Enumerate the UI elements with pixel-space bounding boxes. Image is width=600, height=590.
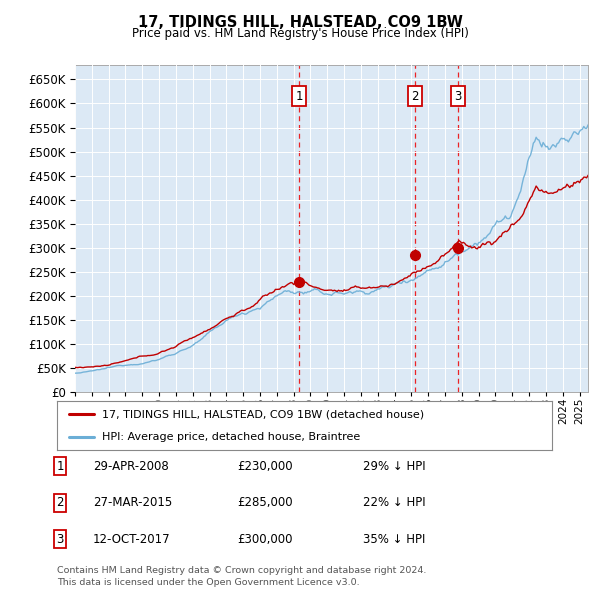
Text: Contains HM Land Registry data © Crown copyright and database right 2024.
This d: Contains HM Land Registry data © Crown c… bbox=[57, 566, 427, 587]
Text: 3: 3 bbox=[455, 90, 462, 103]
Text: 22% ↓ HPI: 22% ↓ HPI bbox=[363, 496, 425, 509]
Text: 29% ↓ HPI: 29% ↓ HPI bbox=[363, 460, 425, 473]
Text: 35% ↓ HPI: 35% ↓ HPI bbox=[363, 533, 425, 546]
Text: 1: 1 bbox=[295, 90, 303, 103]
Text: 27-MAR-2015: 27-MAR-2015 bbox=[93, 496, 172, 509]
Text: 17, TIDINGS HILL, HALSTEAD, CO9 1BW (detached house): 17, TIDINGS HILL, HALSTEAD, CO9 1BW (det… bbox=[101, 409, 424, 419]
Text: Price paid vs. HM Land Registry's House Price Index (HPI): Price paid vs. HM Land Registry's House … bbox=[131, 27, 469, 40]
Text: £230,000: £230,000 bbox=[237, 460, 293, 473]
Text: 1: 1 bbox=[56, 460, 64, 473]
Text: 2: 2 bbox=[412, 90, 419, 103]
Text: 2: 2 bbox=[56, 496, 64, 509]
Text: 3: 3 bbox=[56, 533, 64, 546]
Text: HPI: Average price, detached house, Braintree: HPI: Average price, detached house, Brai… bbox=[101, 431, 360, 441]
Text: £300,000: £300,000 bbox=[237, 533, 293, 546]
Text: 17, TIDINGS HILL, HALSTEAD, CO9 1BW: 17, TIDINGS HILL, HALSTEAD, CO9 1BW bbox=[137, 15, 463, 30]
Text: 29-APR-2008: 29-APR-2008 bbox=[93, 460, 169, 473]
Text: 12-OCT-2017: 12-OCT-2017 bbox=[93, 533, 170, 546]
Text: £285,000: £285,000 bbox=[237, 496, 293, 509]
